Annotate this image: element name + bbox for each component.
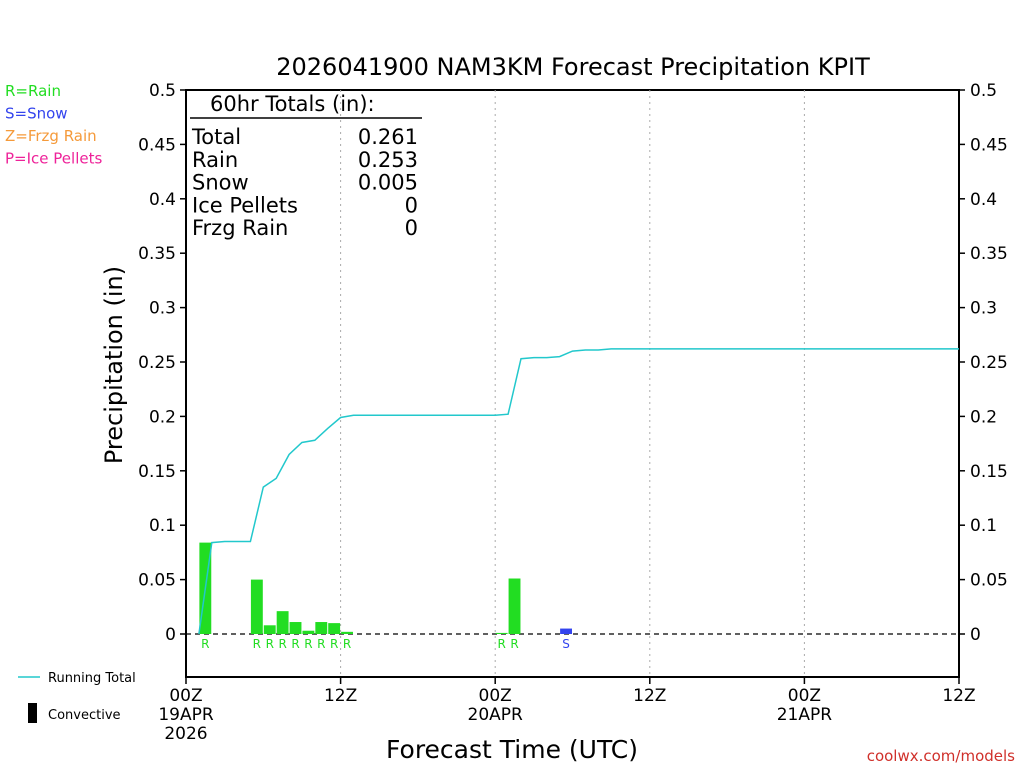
- y-tick-label-right: 0.3: [970, 299, 997, 319]
- convective-legend-swatch: [28, 703, 37, 723]
- y-tick-label-right: 0: [970, 625, 981, 645]
- precip-code-label: R: [253, 637, 261, 651]
- totals-row-label: Snow: [192, 171, 249, 195]
- precip-code-label: R: [317, 637, 325, 651]
- totals-row-label: Ice Pellets: [192, 193, 298, 217]
- precip-bar: [250, 579, 263, 634]
- precip-code-label: R: [278, 637, 286, 651]
- y-tick-label-right: 0.1: [970, 516, 997, 536]
- precip-code-label: R: [497, 637, 505, 651]
- x-tick-date: 19APR: [158, 705, 214, 725]
- precip-bars: [199, 542, 572, 634]
- y-tick-label-left: 0: [165, 625, 176, 645]
- precip-bar: [495, 632, 508, 634]
- precip-code-label: S: [562, 637, 570, 651]
- totals-row-value: 0.005: [358, 171, 418, 195]
- running-total-line: [198, 348, 959, 635]
- x-tick-label: 00Z: [169, 686, 202, 706]
- precip-bar: [508, 578, 521, 634]
- y-tick-label-right: 0.4: [970, 190, 997, 210]
- precip-bar: [289, 622, 302, 634]
- precip-code-label: R: [304, 637, 312, 651]
- y-axis-label: Precipitation (in): [100, 266, 128, 464]
- totals-row-label: Rain: [192, 148, 238, 172]
- y-tick-label-right: 0.45: [970, 135, 1008, 155]
- x-tick-label: 12Z: [633, 686, 666, 706]
- legend-entry-r: R=Rain: [5, 82, 61, 100]
- totals-row-label: Total: [191, 125, 241, 149]
- totals-row-value: 0: [405, 216, 418, 240]
- legend-entry-s: S=Snow: [5, 105, 68, 123]
- x-tick-label: 12Z: [942, 686, 975, 706]
- precip-bar: [341, 631, 353, 634]
- y-tick-label-left: 0.45: [138, 135, 176, 155]
- y-tick-label-left: 0.2: [149, 407, 176, 427]
- totals-row-value: 0: [405, 193, 418, 217]
- precip-bar: [263, 625, 276, 634]
- x-tick-date: 21APR: [777, 705, 833, 725]
- y-tick-label-right: 0.2: [970, 407, 997, 427]
- y-tick-label-right: 0.5: [970, 81, 997, 101]
- legend-entry-p: P=Ice Pellets: [5, 150, 102, 168]
- y-tick-label-left: 0.25: [138, 353, 176, 373]
- credit-text: coolwx.com/models: [867, 747, 1015, 765]
- precip-bar: [560, 628, 572, 634]
- totals-row-value: 0.261: [358, 125, 418, 149]
- y-tick-label-left: 0.5: [149, 81, 176, 101]
- x-axis-label: Forecast Time (UTC): [386, 735, 638, 764]
- totals-box: 60hr Totals (in): Total 0.261 Rain 0.253 Sno…: [190, 92, 422, 240]
- x-tick-label: 00Z: [479, 686, 512, 706]
- precip-code-label: R: [330, 637, 338, 651]
- plot-frame: [185, 89, 960, 678]
- precip-bar: [328, 623, 341, 634]
- y-tick-label-left: 0.1: [149, 516, 176, 536]
- y-tick-label-left: 0.15: [138, 462, 176, 482]
- vertical-gridlines: [340, 90, 805, 677]
- precip-code-label: R: [201, 637, 209, 651]
- chart-title: 2026041900 NAM3KM Forecast Precipitation…: [276, 53, 870, 81]
- precip-code-label: R: [266, 637, 274, 651]
- y-tick-label-left: 0.3: [149, 299, 176, 319]
- convective-legend-label: Convective: [48, 708, 121, 723]
- precip-code-label: R: [291, 637, 299, 651]
- y-tick-label-left: 0.05: [138, 571, 176, 591]
- totals-row-value: 0.253: [358, 148, 418, 172]
- x-tick-date: 20APR: [468, 705, 524, 725]
- legend-entry-z: Z=Frzg Rain: [5, 127, 97, 145]
- totals-row-label: Frzg Rain: [192, 216, 288, 240]
- precip-bar: [302, 630, 315, 634]
- precip-bar: [315, 622, 328, 634]
- y-axis-ticks: 0 00.05 0.050.1 0.10.15 0.150.2 0.20.25 0.250.…: [138, 81, 1008, 645]
- precip-code-label: R: [510, 637, 518, 651]
- precip-code-label: R: [343, 637, 351, 651]
- precip-type-legend: R=Rain S=Snow Z=Frzg Rain P=Ice Pellets: [5, 82, 102, 168]
- y-tick-label-right: 0.35: [970, 244, 1008, 264]
- x-tick-label: 00Z: [788, 686, 821, 706]
- y-tick-label-left: 0.4: [149, 190, 176, 210]
- totals-heading: 60hr Totals (in):: [210, 92, 375, 116]
- y-tick-label-left: 0.35: [138, 244, 176, 264]
- x-tick-year: 2026: [164, 724, 207, 744]
- x-tick-label: 12Z: [324, 686, 357, 706]
- y-tick-label-right: 0.15: [970, 462, 1008, 482]
- y-tick-label-right: 0.05: [970, 571, 1008, 591]
- running-total-legend-label: Running Total: [48, 671, 136, 686]
- y-tick-label-right: 0.25: [970, 353, 1008, 373]
- precip-bar: [276, 611, 289, 634]
